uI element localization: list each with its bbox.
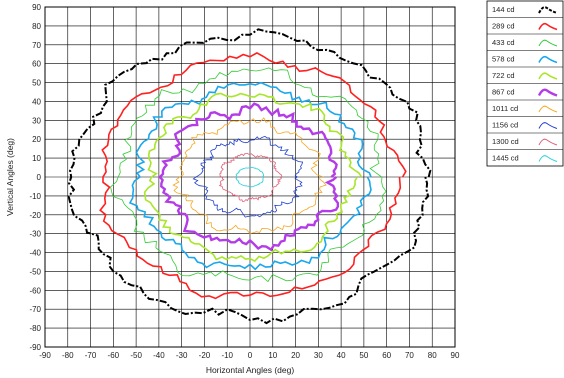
x-tick-label: 50 — [359, 351, 368, 360]
x-tick-label: -20 — [199, 351, 211, 360]
legend-swatch — [538, 55, 558, 64]
contour-lines — [67, 28, 432, 325]
y-tick-labels: 90 80 70 60 50 40 30 20 10 0 -10 -20 -30 -40 -50 -60 -70… — [29, 3, 41, 352]
y-tick-label: 80 — [32, 22, 41, 31]
contour-1011-cd — [172, 117, 327, 235]
y-axis-label: Vertical Angles (deg) — [5, 138, 15, 216]
plot-frame — [44, 6, 456, 348]
contour-1156-cd — [192, 135, 304, 218]
x-tick-label: 30 — [314, 351, 323, 360]
contour-1445-cd — [235, 166, 265, 188]
y-tick-label: -70 — [29, 305, 41, 314]
contour-722-cd — [143, 92, 363, 262]
contour-867-cd — [158, 102, 340, 252]
legend-swatch — [538, 122, 558, 129]
legend-swatch — [538, 39, 558, 47]
x-tick-label: -30 — [176, 351, 188, 360]
y-tick-label: 0 — [37, 173, 42, 182]
legend-swatch — [537, 88, 558, 97]
legend-label: 722 cd — [492, 71, 515, 80]
x-tick-label: 60 — [382, 351, 391, 360]
x-tick-label: -10 — [221, 351, 233, 360]
y-tick-label: 90 — [32, 3, 41, 12]
legend-swatch — [538, 155, 558, 162]
x-tick-label: -50 — [130, 351, 142, 360]
contour-1300-cd — [218, 152, 283, 203]
y-tick-label: -40 — [29, 249, 41, 258]
y-tick-label: 30 — [32, 116, 41, 125]
y-tick-label: -60 — [29, 286, 41, 295]
y-tick-label: -90 — [29, 343, 41, 352]
y-tick-label: 10 — [32, 154, 41, 163]
legend-label: 867 cd — [492, 88, 515, 97]
y-tick-label: 40 — [32, 97, 41, 106]
contour-289-cd — [99, 51, 407, 300]
y-tick-label: -30 — [29, 230, 41, 239]
y-tick-label: 60 — [32, 60, 41, 69]
x-tick-label: 70 — [405, 351, 414, 360]
legend-swatch — [538, 22, 558, 31]
y-tick-label: -20 — [29, 211, 41, 220]
legend-label: 433 cd — [492, 38, 515, 47]
x-tick-label: 90 — [451, 351, 460, 360]
x-tick-label: 10 — [268, 351, 277, 360]
legend-label: 1300 cd — [492, 137, 519, 146]
x-tick-label: -60 — [108, 351, 120, 360]
x-tick-label: 40 — [337, 351, 346, 360]
x-axis-label: Horizontal Angles (deg) — [206, 365, 295, 375]
legend-label: 1156 cd — [492, 121, 518, 130]
legend-swatch — [538, 138, 558, 146]
x-tick-label: -40 — [153, 351, 165, 360]
legend-label: 1445 cd — [492, 154, 519, 163]
y-tick-label: 20 — [32, 135, 41, 144]
contour-578-cd — [128, 81, 372, 271]
legend-swatch — [538, 6, 558, 14]
x-tick-label: -80 — [62, 351, 74, 360]
contour-144-cd — [67, 28, 432, 325]
legend-label: 144 cd — [492, 5, 515, 14]
y-tick-label: -80 — [29, 324, 41, 333]
x-tick-label: -70 — [85, 351, 97, 360]
legend-label: 289 cd — [492, 22, 515, 31]
contour-433-cd — [110, 67, 387, 283]
legend: 144 cd 289 cd 433 cd 578 cd 722 cd 867 cd 1011… — [486, 0, 564, 167]
legend-label: 578 cd — [492, 55, 515, 64]
x-tick-label: 20 — [291, 351, 300, 360]
y-tick-label: 50 — [32, 79, 41, 88]
legend-label: 1011 cd — [492, 104, 518, 113]
x-tick-label: -90 — [39, 351, 51, 360]
legend-swatch — [538, 72, 558, 80]
x-tick-label: 0 — [248, 351, 253, 360]
y-tick-label: -10 — [29, 192, 41, 201]
y-tick-label: 70 — [32, 41, 41, 50]
legend-swatch — [538, 105, 558, 113]
x-tick-labels: -90 -80 -70 -60 -50 -40 -30 -20 -10 0 10 20 30 40 50 60… — [39, 351, 460, 360]
x-tick-label: 80 — [428, 351, 437, 360]
y-tick-label: -50 — [29, 267, 41, 276]
